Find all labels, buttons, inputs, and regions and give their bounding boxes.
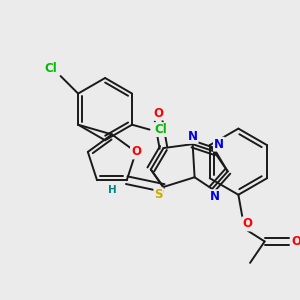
Text: O: O <box>154 106 164 119</box>
Text: N: N <box>188 130 198 143</box>
Text: S: S <box>154 188 163 201</box>
Text: N: N <box>214 138 224 151</box>
Text: N: N <box>210 190 220 203</box>
Text: H: H <box>108 185 116 195</box>
Text: O: O <box>242 218 252 230</box>
Text: Cl: Cl <box>44 62 57 75</box>
Text: Cl: Cl <box>154 123 167 136</box>
Text: O: O <box>131 146 141 158</box>
Text: O: O <box>292 235 300 248</box>
